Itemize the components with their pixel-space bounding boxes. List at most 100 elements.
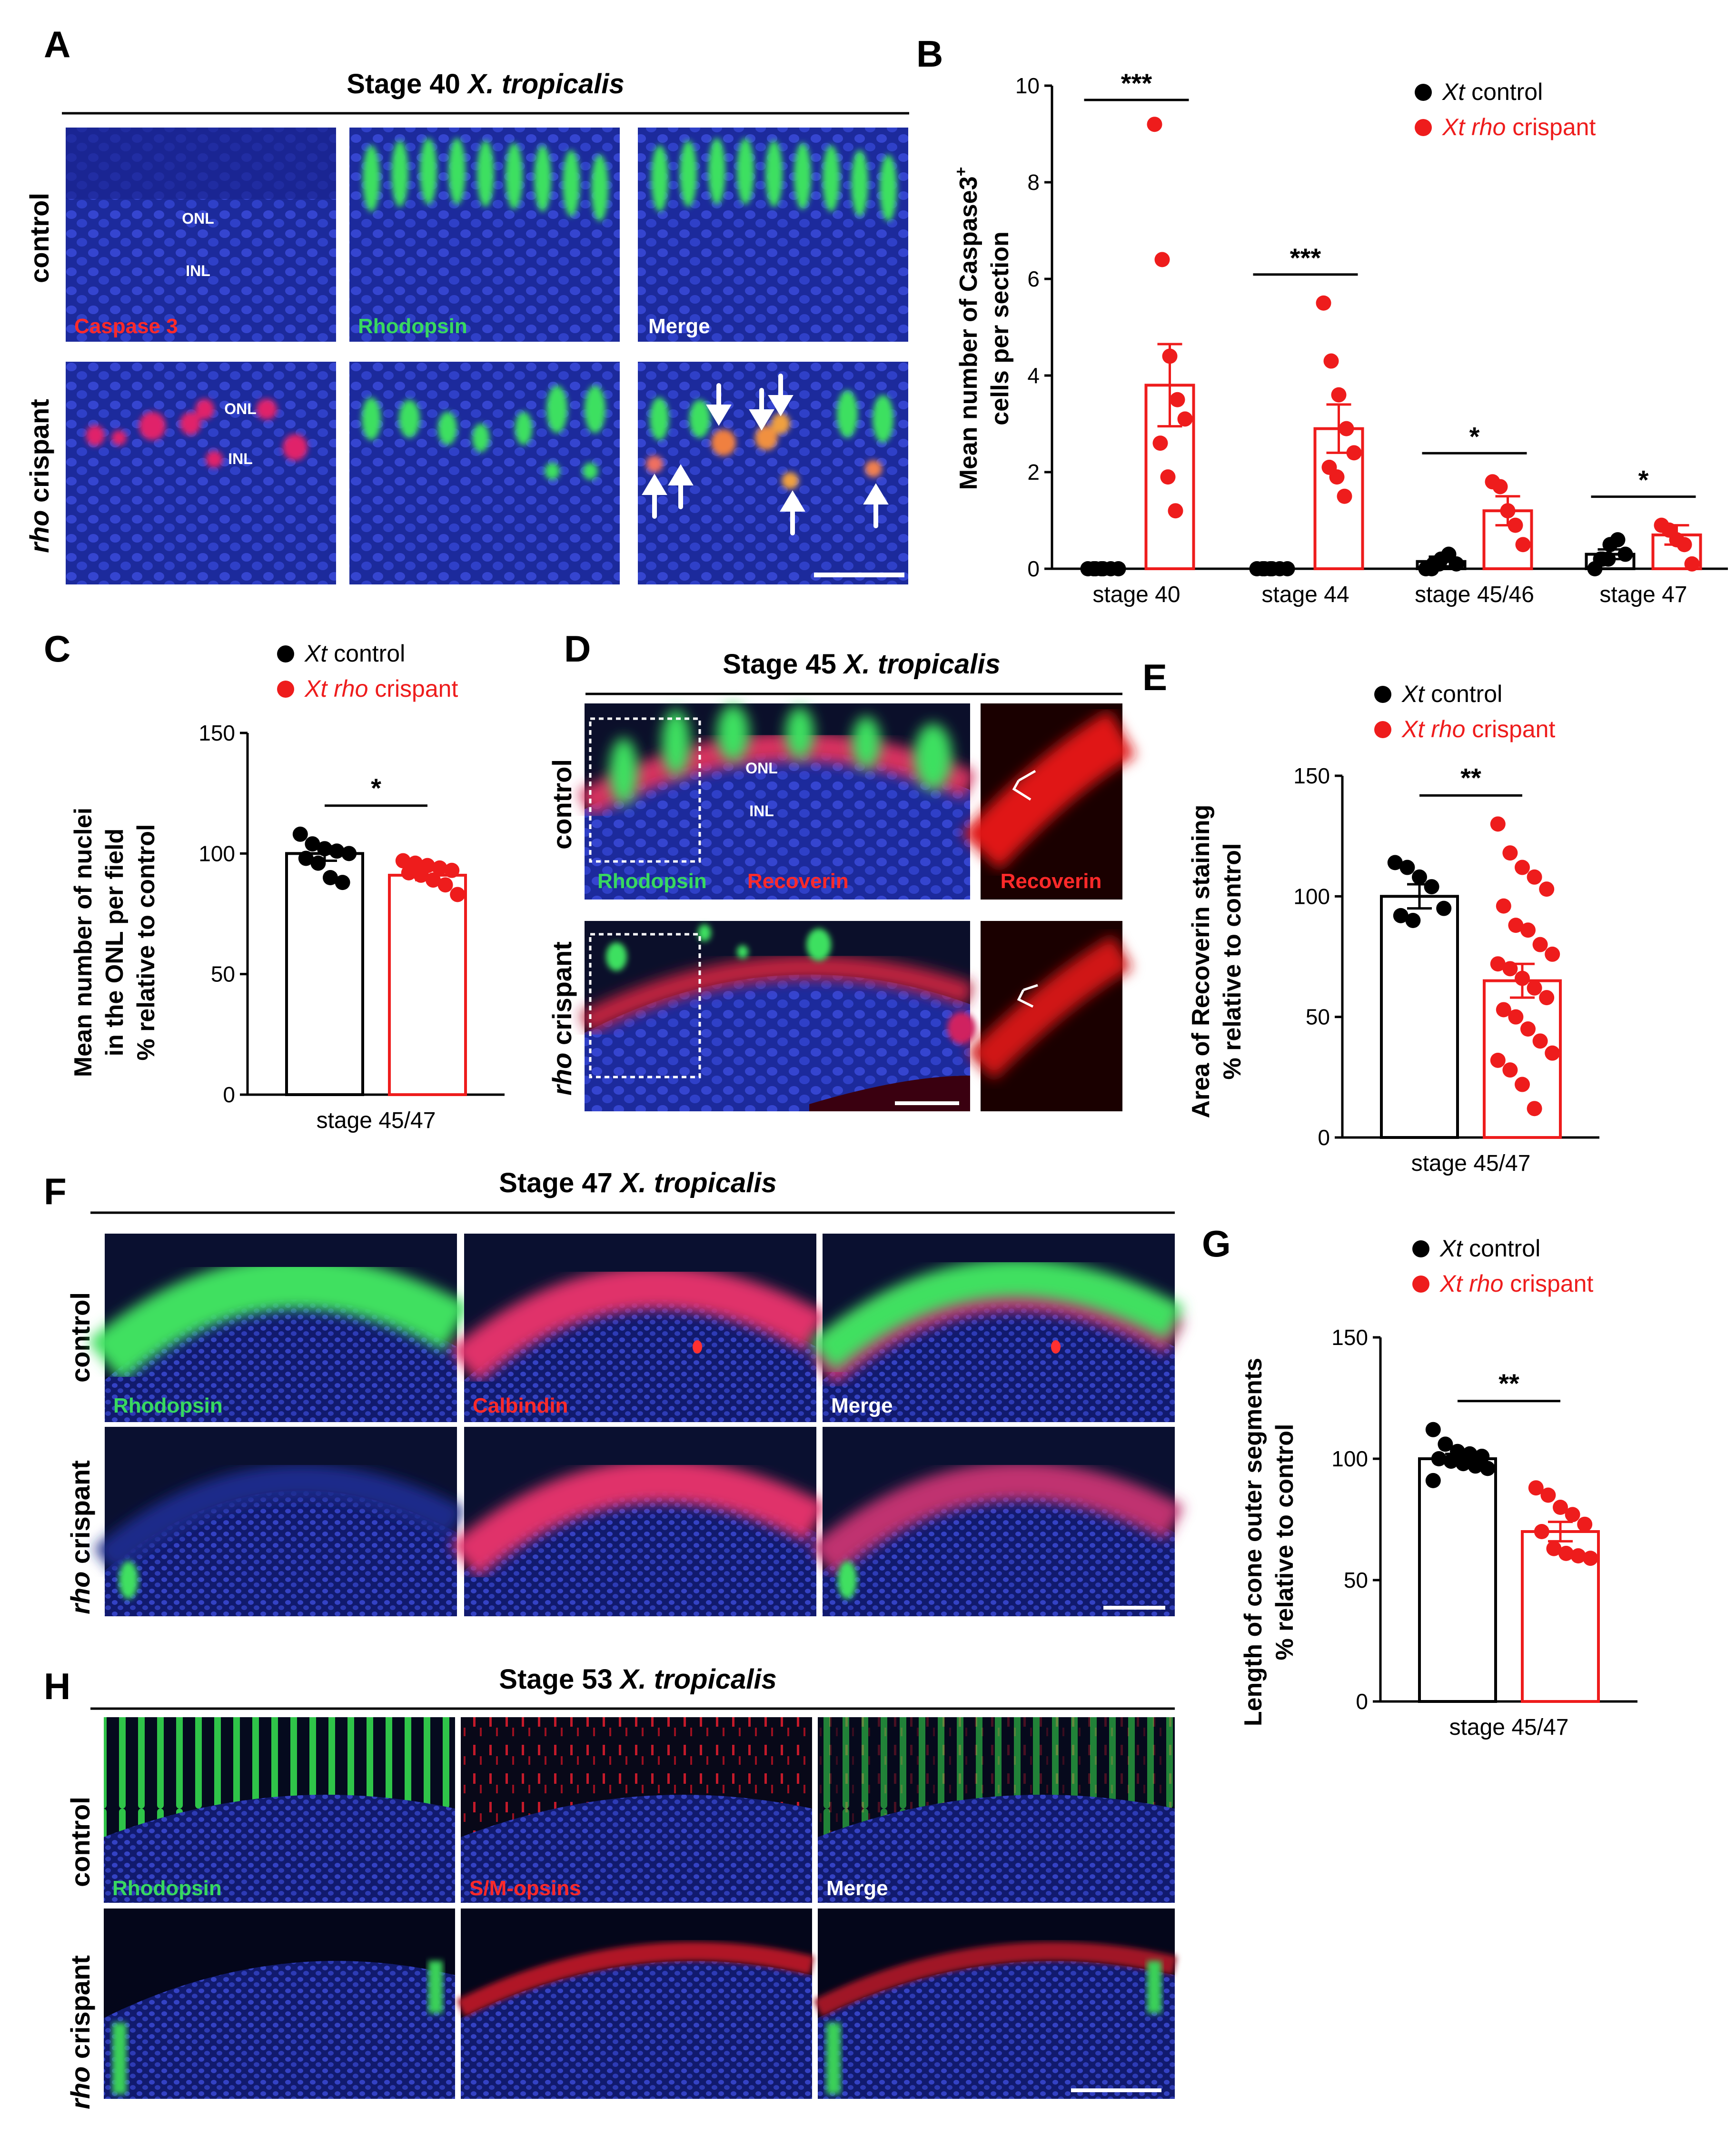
panel-e-sig-stars: **	[1460, 762, 1481, 792]
panel-c-letter: C	[44, 628, 70, 670]
panel-b-ylabel-line1: Mean number of Caspase3+	[952, 167, 982, 490]
panel-f-merge-label: Merge	[831, 1394, 893, 1417]
panel-c-crispant-point	[444, 862, 460, 878]
panel-g-control-point	[1456, 1456, 1471, 1472]
panel-a-image-crispant-merge	[638, 362, 908, 584]
panel-d-row-control: control	[547, 759, 577, 850]
panel-g-crispant-point	[1558, 1545, 1574, 1561]
panel-b-ytick-label: 2	[1027, 460, 1040, 485]
panel-f-row-control: control	[65, 1292, 95, 1383]
panel-a-title: Stage 40 X. tropicalis	[347, 69, 624, 99]
panel-d-letter: D	[564, 628, 591, 670]
panel-c-crispant-bar	[388, 873, 467, 1097]
panel-g-sig-stars: **	[1498, 1368, 1519, 1398]
panel-e-control-bar	[1380, 895, 1459, 1139]
panel-e-crispant-point	[1527, 980, 1542, 996]
panel-g-control-point	[1438, 1436, 1453, 1452]
panel-b-crispant-point	[1329, 469, 1345, 485]
panel-c-ytick-label: 100	[198, 841, 235, 866]
panel-e: E Area of Recoverin staining % relative …	[1142, 656, 1599, 1176]
panel-a-arrows	[642, 374, 889, 535]
panel-a-onl-label: ONL	[182, 210, 214, 227]
panel-e-crispant-point	[1515, 860, 1530, 875]
panel-d-inset-recoverin-label: Recoverin	[1001, 870, 1102, 893]
panel-b: B Mean number of Caspase3+ cells per sec…	[916, 33, 1728, 607]
panel-d-inset-crispant	[967, 921, 1132, 1111]
panel-b-control-point	[1448, 556, 1464, 572]
panel-e-crispant-point	[1508, 1009, 1524, 1025]
panel-f-image-control-rhodopsin	[88, 1234, 470, 1422]
panel-g-ytick-label: 0	[1356, 1689, 1368, 1714]
panel-f-row-crispant: rho crispant	[65, 1460, 95, 1614]
panel-b-crispant-point	[1170, 392, 1185, 407]
panel-b-letter: B	[916, 33, 943, 75]
panel-g-crispant-point	[1583, 1551, 1598, 1566]
panel-g-letter: G	[1202, 1223, 1231, 1265]
panel-c-ytick-label: 150	[198, 721, 235, 745]
panel-b-crispant-point	[1331, 387, 1347, 403]
panel-e-crispant-point	[1520, 922, 1536, 938]
panel-c-crispant-point	[437, 877, 453, 893]
panel-c-control-point	[298, 850, 314, 866]
panel-a-image-control-merge	[638, 128, 908, 342]
panel-a-image-crispant-rhodopsin	[349, 362, 620, 584]
panel-e-control-point	[1393, 908, 1409, 923]
panel-a-inl-label-2: INL	[228, 450, 253, 467]
panel-h-image-control-merge	[818, 1717, 1175, 1903]
panel-b-ylabel-line2: cells per section	[986, 231, 1014, 425]
panel-c-control-point	[323, 870, 338, 885]
panel-g-crispant-point	[1553, 1500, 1568, 1515]
panel-b-sig-stars: ***	[1290, 243, 1321, 273]
panel-h-smopsins-label: S/M-opsins	[469, 1877, 581, 1900]
panel-e-ylabel-line1: Area of Recoverin staining	[1187, 805, 1215, 1118]
panel-g-ylabel-line1: Length of cone outer segments	[1240, 1358, 1267, 1726]
panel-g-control-bar	[1418, 1457, 1497, 1703]
panel-f-image-crispant-rhodopsin	[94, 1427, 465, 1616]
panel-g-control-point	[1425, 1422, 1441, 1437]
panel-f-letter: F	[44, 1170, 67, 1212]
panel-e-crispant-point	[1545, 1045, 1560, 1061]
panel-f: F Stage 47 X. tropicalis control rho cri…	[44, 1167, 1184, 1616]
panel-g-legend-crispant-dot	[1412, 1276, 1429, 1293]
panel-a-letter: A	[44, 23, 70, 65]
panel-g-control-point	[1480, 1461, 1496, 1476]
panel-a-row-crispant: rho crispant	[24, 399, 54, 553]
panel-e-crispant-point	[1520, 1021, 1536, 1037]
panel-h-image-crispant-merge	[813, 1909, 1177, 2099]
panel-c-crispant-point	[413, 867, 429, 883]
panel-e-crispant-point	[1502, 961, 1518, 977]
panel-d: D Stage 45 X. tropicalis control rho cri…	[547, 628, 1136, 1111]
panel-d-inset-control	[961, 703, 1136, 900]
panel-b-ytick-label: 10	[1015, 73, 1040, 98]
panel-b-ytick-label: 0	[1027, 556, 1040, 581]
panel-b-crispant-point	[1177, 411, 1193, 427]
panel-e-crispant-point	[1539, 990, 1555, 1006]
panel-b-ytick-label: 4	[1027, 363, 1040, 388]
panel-b-xtick-label: stage 47	[1599, 582, 1687, 607]
panel-e-legend-crispant-label: Xt rho crispant	[1401, 716, 1555, 742]
panel-c-control-point	[292, 826, 308, 842]
panel-b-control-point	[1093, 561, 1109, 576]
panel-g-crispant-point	[1577, 1516, 1593, 1532]
panel-c-plot: 0 50 100 150 stage 45/47 * Xt control Xt rho cr…	[198, 640, 505, 1133]
panel-e-control-point	[1405, 913, 1421, 928]
panel-e-crispant-point	[1532, 1033, 1548, 1049]
panel-b-crispant-point	[1676, 537, 1692, 553]
panel-e-legend-control-label: Xt control	[1401, 681, 1502, 707]
panel-e-letter: E	[1142, 656, 1167, 698]
panel-a-merge-label: Merge	[648, 315, 710, 338]
panel-b-crispant-point	[1684, 556, 1700, 572]
panel-f-image-control-calbindin	[450, 1234, 827, 1422]
panel-e-crispant-point	[1502, 1062, 1518, 1078]
panel-e-crispant-point	[1490, 956, 1506, 972]
panel-c-control-point	[310, 855, 326, 871]
panel-b-legend-control-dot	[1415, 84, 1432, 101]
panel-b-crispant-point	[1492, 479, 1508, 494]
panel-c-ylabel-line1: Mean number of nuclei	[69, 808, 97, 1077]
panel-e-crispant-point	[1545, 946, 1560, 962]
panel-b-ytick-label: 6	[1027, 267, 1040, 291]
panel-c-legend-control-dot	[277, 645, 294, 663]
panel-e-crispant-point	[1515, 970, 1530, 986]
panel-h-image-crispant-sm-opsins	[456, 1909, 814, 2099]
panel-e-crispant-point	[1490, 1052, 1506, 1068]
